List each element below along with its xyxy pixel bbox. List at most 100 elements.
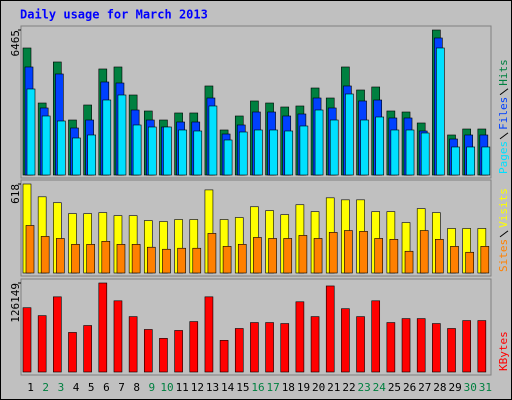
x-tick-label: 17 (267, 381, 280, 394)
bar (250, 322, 259, 373)
bar (208, 105, 218, 176)
bar (146, 246, 156, 274)
bar (435, 239, 444, 274)
bar (371, 300, 381, 373)
bar (462, 320, 471, 373)
legend-entry: Files (497, 97, 510, 130)
bar (360, 119, 369, 176)
x-tick-label: 18 (282, 381, 295, 394)
bar (477, 320, 487, 373)
x-tick-label: 7 (118, 381, 125, 394)
bar (328, 232, 338, 274)
legend-entry: Pages (497, 141, 510, 174)
bar (254, 129, 263, 176)
x-tick-label: 9 (149, 381, 156, 394)
bar (22, 307, 32, 373)
bar (174, 330, 183, 373)
bar (204, 296, 214, 373)
bar (192, 247, 202, 274)
x-tick-label: 1 (27, 381, 34, 394)
x-tick-label: 11 (176, 381, 189, 394)
bar (162, 248, 171, 274)
x-tick-label: 27 (418, 381, 431, 394)
bar (465, 251, 474, 274)
bar (314, 109, 324, 176)
bar (386, 322, 396, 373)
bar (117, 94, 127, 176)
x-tick-label: 3 (58, 381, 65, 394)
bar (265, 322, 274, 373)
bar (419, 230, 429, 274)
bar (299, 125, 309, 176)
y-tick-label: 126149 (9, 283, 22, 323)
bar (132, 124, 142, 176)
x-tick-label: 14 (221, 381, 235, 394)
bar (53, 296, 62, 373)
bar (329, 119, 339, 176)
x-tick-label: 25 (388, 381, 401, 394)
bar (298, 235, 308, 274)
bar (420, 132, 430, 176)
bar (374, 238, 384, 274)
bar (284, 130, 294, 176)
bar (87, 134, 96, 176)
x-tick-label: 31 (479, 381, 492, 394)
x-tick-label: 2 (42, 381, 49, 394)
bar (451, 146, 460, 176)
x-tick-label: 20 (312, 381, 325, 394)
bar (41, 115, 51, 176)
bar (72, 137, 81, 176)
x-tick-label: 4 (73, 381, 80, 394)
x-tick-label: 12 (191, 381, 204, 394)
x-tick-label: 6 (103, 381, 110, 394)
x-tick-label: 28 (433, 381, 446, 394)
legend-separator (499, 132, 509, 140)
bar (234, 328, 244, 373)
bar (481, 146, 491, 176)
bar (295, 301, 305, 373)
x-tick-label: 24 (373, 381, 387, 394)
bar (401, 318, 411, 373)
bar (447, 328, 456, 373)
x-tick-label: 19 (297, 381, 310, 394)
legend-separator (499, 230, 509, 238)
bar (102, 99, 112, 176)
bar (436, 47, 445, 176)
bar (390, 129, 400, 176)
bar (71, 244, 80, 274)
bar (356, 316, 365, 373)
legend-entry: Visits (497, 188, 510, 228)
bar (147, 126, 157, 176)
bar (480, 246, 490, 274)
bar (207, 233, 217, 274)
bar (219, 340, 229, 373)
legend-entry: Hits (497, 59, 510, 86)
x-tick-label: 26 (403, 381, 416, 394)
bar (159, 338, 168, 373)
bar (375, 116, 385, 176)
bar (359, 231, 368, 274)
bar (116, 244, 126, 274)
x-tick-label: 16 (251, 381, 264, 394)
x-tick-label: 22 (342, 381, 355, 394)
bar (163, 126, 172, 176)
x-tick-label: 5 (88, 381, 95, 394)
bar (25, 225, 35, 274)
x-tick-label: 15 (236, 381, 249, 394)
bar (313, 238, 323, 274)
bar (193, 130, 203, 176)
bar (345, 93, 354, 176)
x-tick-label: 13 (206, 381, 219, 394)
bar (37, 315, 47, 373)
chart-title: Daily usage for March 2013 (20, 8, 208, 22)
bar (178, 129, 187, 176)
bar (404, 250, 414, 274)
bar (101, 241, 111, 274)
bar (98, 282, 108, 373)
bar (83, 325, 92, 373)
bar (283, 238, 293, 274)
bar (466, 146, 475, 176)
bar (237, 244, 247, 274)
bar (128, 316, 138, 373)
